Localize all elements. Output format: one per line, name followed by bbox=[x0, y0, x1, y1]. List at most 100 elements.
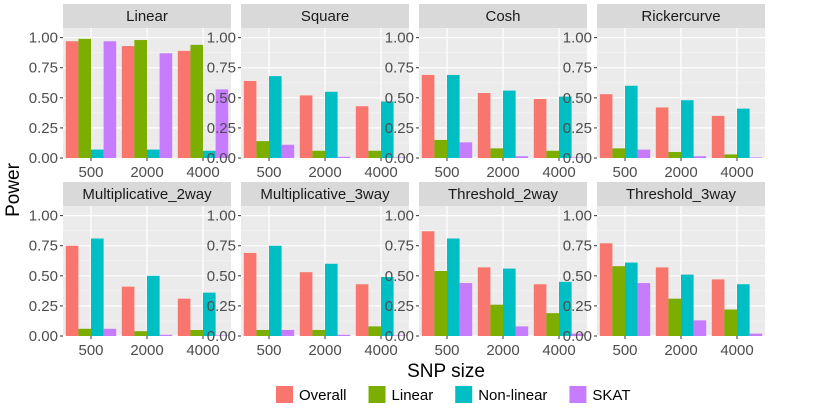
bar-linear-500 bbox=[78, 328, 91, 336]
y-tick-label: 0.75 bbox=[29, 238, 58, 255]
bar-linear-500 bbox=[256, 329, 269, 336]
x-tick-label: 4000 bbox=[542, 164, 575, 181]
bar-non-linear-4000 bbox=[381, 101, 394, 158]
facet-title: Rickercurve bbox=[641, 8, 720, 25]
bar-skat-4000 bbox=[571, 333, 585, 336]
y-tick-label: 0.50 bbox=[29, 90, 58, 107]
y-tick-label: 0.50 bbox=[207, 90, 236, 107]
x-tick-label: 4000 bbox=[720, 164, 753, 181]
bar-non-linear-2000 bbox=[147, 149, 160, 158]
y-tick-label: 0.75 bbox=[385, 238, 414, 255]
bar-overall-2000 bbox=[655, 107, 669, 158]
y-tick-label: 0.25 bbox=[385, 120, 414, 137]
bar-overall-4000 bbox=[177, 298, 191, 336]
bar-linear-2000 bbox=[134, 331, 147, 336]
bar-overall-2000 bbox=[655, 267, 669, 336]
facet-title: Linear bbox=[126, 8, 168, 25]
bar-skat-4000 bbox=[215, 89, 229, 158]
bar-linear-4000 bbox=[190, 329, 203, 336]
bar-skat-4000 bbox=[393, 335, 407, 336]
bar-overall-2000 bbox=[299, 272, 313, 336]
facet-panel-4: Rickercurve 0.00 0.25 0.50 0.75 1.00 500 2000 40… bbox=[563, 4, 765, 181]
y-tick-label: 0.50 bbox=[385, 268, 414, 285]
x-tick-label: 4000 bbox=[542, 342, 575, 359]
bar-overall-500 bbox=[421, 231, 435, 336]
bar-overall-2000 bbox=[477, 93, 491, 158]
x-tick-label: 2000 bbox=[664, 342, 697, 359]
y-tick-label: 1.00 bbox=[29, 208, 58, 225]
facet-strip bbox=[419, 4, 587, 28]
bar-linear-500 bbox=[256, 141, 269, 158]
bar-linear-2000 bbox=[668, 298, 681, 336]
legend: Overall Linear Non-linear SKAT bbox=[276, 386, 631, 404]
bar-linear-4000 bbox=[546, 313, 559, 336]
bar-non-linear-4000 bbox=[559, 96, 572, 158]
bar-skat-4000 bbox=[393, 157, 407, 158]
bar-skat-4000 bbox=[571, 157, 585, 158]
bar-linear-500 bbox=[434, 271, 447, 336]
y-tick-label: 0.00 bbox=[385, 150, 414, 167]
x-tick-label: 500 bbox=[612, 342, 637, 359]
bar-linear-2000 bbox=[490, 304, 503, 336]
facet-strip bbox=[63, 182, 231, 206]
y-tick-label: 0.75 bbox=[563, 60, 592, 77]
y-tick-label: 1.00 bbox=[385, 30, 414, 47]
bar-skat-4000 bbox=[749, 333, 763, 336]
bar-skat-4000 bbox=[215, 335, 229, 336]
y-tick-label: 0.50 bbox=[563, 268, 592, 285]
y-tick-label: 0.50 bbox=[385, 90, 414, 107]
y-tick-label: 1.00 bbox=[29, 30, 58, 47]
y-tick-label: 0.50 bbox=[563, 90, 592, 107]
bar-linear-2000 bbox=[134, 40, 147, 159]
bar-skat-2000 bbox=[693, 320, 707, 336]
facet-title: Square bbox=[301, 8, 349, 25]
y-tick-label: 0.00 bbox=[385, 328, 414, 345]
bar-skat-4000 bbox=[749, 157, 763, 158]
bar-overall-500 bbox=[65, 245, 79, 336]
bar-linear-500 bbox=[612, 148, 625, 158]
bar-linear-500 bbox=[78, 38, 91, 159]
x-tick-label: 4000 bbox=[364, 164, 397, 181]
bar-linear-4000 bbox=[724, 309, 737, 336]
legend-label: SKAT bbox=[592, 387, 630, 404]
y-tick-label: 0.25 bbox=[29, 298, 58, 315]
bar-linear-2000 bbox=[668, 151, 681, 158]
x-tick-label: 4000 bbox=[364, 342, 397, 359]
bar-overall-2000 bbox=[121, 46, 135, 158]
bar-linear-2000 bbox=[312, 150, 325, 158]
bar-overall-500 bbox=[243, 80, 257, 158]
bar-skat-500 bbox=[459, 283, 473, 336]
y-tick-label: 0.75 bbox=[563, 238, 592, 255]
bar-linear-2000 bbox=[490, 148, 503, 158]
y-tick-label: 0.25 bbox=[385, 298, 414, 315]
bar-overall-4000 bbox=[711, 279, 725, 336]
y-tick-label: 0.00 bbox=[563, 150, 592, 167]
x-tick-label: 500 bbox=[434, 164, 459, 181]
x-tick-label: 500 bbox=[256, 164, 281, 181]
bar-linear-500 bbox=[612, 266, 625, 336]
bar-non-linear-2000 bbox=[503, 90, 516, 158]
facet-title: Threshold_2way bbox=[448, 186, 559, 203]
y-tick-label: 0.50 bbox=[207, 268, 236, 285]
y-tick-label: 1.00 bbox=[563, 30, 592, 47]
facet-strip bbox=[597, 182, 765, 206]
legend-label: Non-linear bbox=[478, 387, 547, 404]
y-tick-label: 0.00 bbox=[563, 328, 592, 345]
bar-skat-500 bbox=[281, 329, 295, 336]
bar-non-linear-500 bbox=[447, 238, 460, 336]
y-tick-label: 0.75 bbox=[385, 60, 414, 77]
facet-panel-8: Threshold_3way 0.00 0.25 0.50 0.75 1.00 500 200… bbox=[563, 182, 765, 359]
bar-skat-2000 bbox=[337, 156, 351, 158]
x-tick-label: 4000 bbox=[720, 342, 753, 359]
y-tick-label: 0.00 bbox=[207, 150, 236, 167]
bar-non-linear-2000 bbox=[503, 268, 516, 336]
bar-skat-500 bbox=[637, 149, 651, 158]
bar-overall-4000 bbox=[533, 284, 547, 336]
facet-panel-7: Threshold_2way 0.00 0.25 0.50 0.75 1.00 500 200… bbox=[385, 182, 587, 359]
y-tick-label: 0.25 bbox=[563, 120, 592, 137]
facet-panel-2: Square 0.00 0.25 0.50 0.75 1.00 500 2000 4000 bbox=[207, 4, 409, 181]
x-tick-label: 2000 bbox=[130, 342, 163, 359]
facet-strip bbox=[241, 4, 409, 28]
facet-panel-6: Multiplicative_3way 0.00 0.25 0.50 0.75 1.00 5… bbox=[207, 182, 409, 359]
